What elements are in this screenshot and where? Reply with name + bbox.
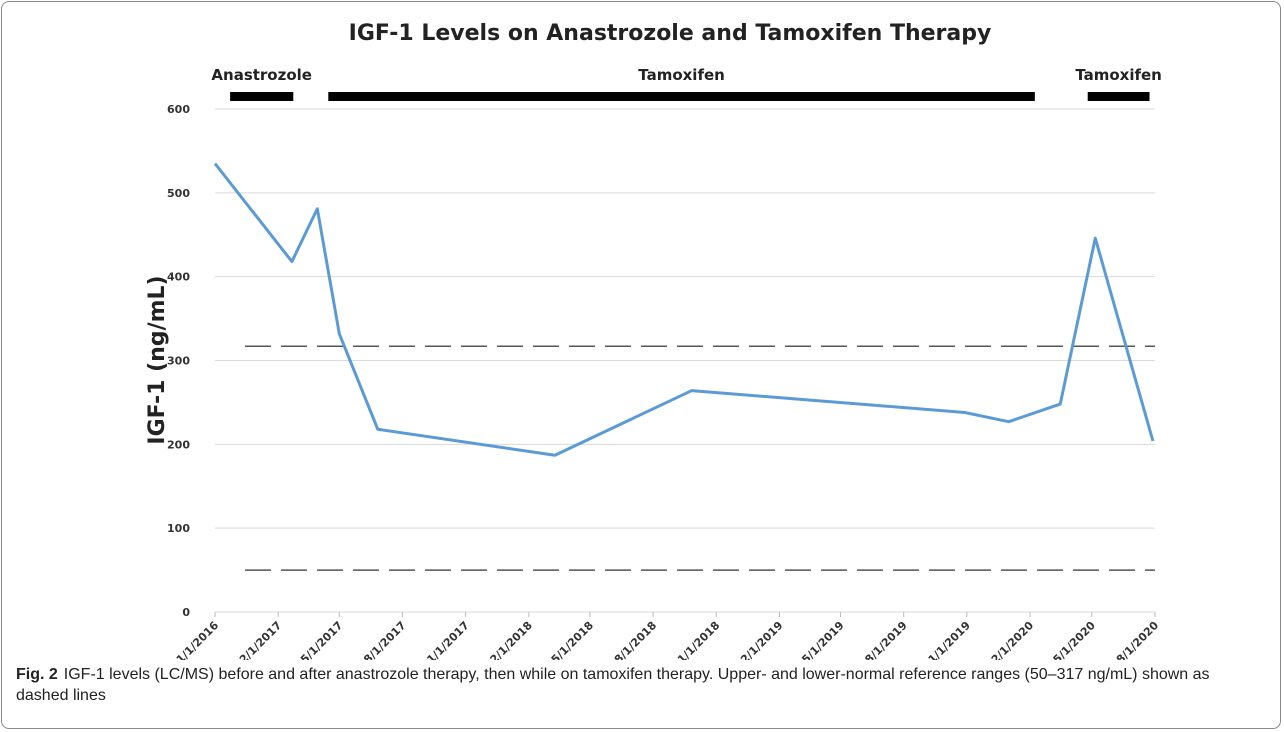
- x-tick-label: 11/1/2016: [168, 619, 221, 660]
- y-tick-label: 200: [167, 438, 190, 451]
- therapy-bar: [328, 92, 1035, 101]
- x-tick-label: 2/1/2017: [237, 619, 284, 660]
- y-tick-label: 100: [167, 522, 190, 535]
- x-tick-label: 8/1/2017: [361, 619, 408, 660]
- x-tick-label: 5/1/2018: [549, 619, 596, 660]
- x-tick-label: 8/1/2020: [1114, 619, 1162, 660]
- y-tick-label: 600: [167, 103, 190, 116]
- therapy-label: Anastrozole: [211, 66, 312, 84]
- therapy-label: Tamoxifen: [1075, 66, 1162, 84]
- x-tick-label: 5/1/2019: [799, 619, 846, 660]
- x-tick-label: 8/1/2018: [612, 619, 659, 660]
- y-tick-label: 500: [167, 187, 190, 200]
- x-tick-label: 5/1/2017: [298, 619, 345, 660]
- x-tick-label: 2/1/2018: [488, 619, 535, 660]
- caption-text: IGF-1 levels (LC/MS) before and after an…: [16, 666, 1210, 704]
- therapy-bar: [1087, 92, 1150, 101]
- y-tick-label: 300: [167, 355, 190, 368]
- x-tick-label: 11/1/2019: [920, 619, 973, 660]
- x-tick-label: 2/1/2019: [738, 619, 785, 660]
- therapy-label: Tamoxifen: [638, 66, 725, 84]
- caption: Fig. 2 IGF-1 levels (LC/MS) before and af…: [16, 664, 1216, 706]
- x-tick-label: 11/1/2017: [419, 619, 472, 660]
- x-tick-label: 5/1/2020: [1051, 619, 1099, 660]
- caption-label: Fig. 2: [16, 666, 58, 683]
- y-axis-label: IGF-1 (ng/mL): [145, 275, 170, 444]
- chart-title: IGF-1 Levels on Anastrozole and Tamoxife…: [349, 21, 992, 46]
- chart: IGF-1 Levels on Anastrozole and Tamoxife…: [145, 21, 1162, 660]
- x-tick-label: 2/1/2020: [989, 619, 1037, 660]
- therapy-bar: [230, 92, 294, 101]
- y-tick-label: 0: [182, 606, 190, 619]
- data-line: [213, 162, 1155, 457]
- y-tick-label: 400: [167, 271, 190, 284]
- x-tick-label: 11/1/2018: [670, 619, 723, 660]
- x-tick-label: 8/1/2019: [862, 619, 909, 660]
